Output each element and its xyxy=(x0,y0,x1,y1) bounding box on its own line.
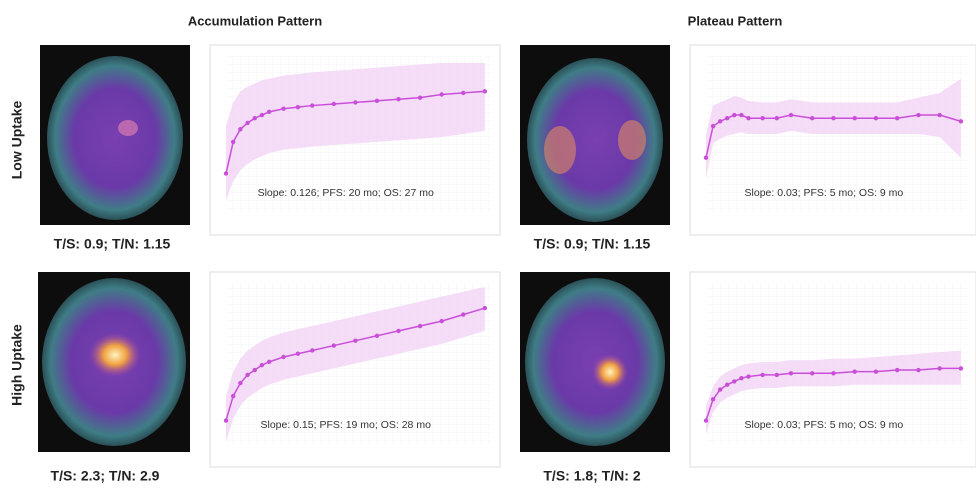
data-point xyxy=(717,119,723,124)
data-point xyxy=(223,171,229,176)
data-point xyxy=(238,127,243,132)
data-point xyxy=(725,382,730,387)
data-point xyxy=(732,379,737,384)
data-point xyxy=(774,372,780,378)
column-header: Accumulation Pattern xyxy=(188,13,322,28)
data-point xyxy=(703,418,709,423)
data-point xyxy=(482,305,488,311)
data-point xyxy=(238,380,243,386)
data-point xyxy=(374,98,380,104)
confidence-band xyxy=(706,78,961,179)
data-point xyxy=(461,312,466,317)
data-point xyxy=(252,116,257,121)
data-point xyxy=(439,92,444,97)
data-point xyxy=(230,139,236,145)
data-point xyxy=(266,359,272,365)
row-label: High Uptake xyxy=(9,324,25,406)
data-point xyxy=(374,333,380,338)
data-point xyxy=(353,100,358,105)
annotation: Slope: 0.03; PFS: 5 mo; OS: 9 mo xyxy=(745,419,904,431)
column-header: Plateau Pattern xyxy=(688,13,783,28)
data-point xyxy=(223,418,229,423)
chart: Slope: 0.03; PFS: 5 mo; OS: 9 mo xyxy=(689,271,976,468)
row-label: Low Uptake xyxy=(9,101,25,180)
data-point xyxy=(852,369,857,374)
image-caption: T/S: 0.9; T/N: 1.15 xyxy=(534,236,651,252)
data-point xyxy=(353,338,358,343)
data-point xyxy=(230,393,236,399)
data-point xyxy=(746,116,751,121)
data-point xyxy=(831,116,836,121)
data-point xyxy=(482,89,488,94)
data-point xyxy=(396,97,401,102)
data-point xyxy=(831,371,836,376)
data-point xyxy=(245,372,250,378)
data-point xyxy=(739,112,744,118)
data-point xyxy=(417,95,423,100)
data-point xyxy=(396,328,401,334)
data-point xyxy=(295,104,301,110)
data-point xyxy=(760,372,765,378)
pet-image xyxy=(38,272,190,452)
image-caption: T/S: 2.3; T/N: 2.9 xyxy=(51,468,160,484)
data-point xyxy=(746,374,751,379)
data-point xyxy=(958,366,964,371)
data-point xyxy=(281,354,286,360)
data-point xyxy=(810,371,815,376)
data-point xyxy=(461,90,466,96)
pet-image xyxy=(40,45,190,225)
data-point xyxy=(894,116,900,121)
data-point xyxy=(310,103,315,108)
data-point xyxy=(788,112,794,118)
data-point xyxy=(252,367,257,373)
data-point xyxy=(259,362,265,368)
data-point xyxy=(710,123,716,129)
data-point xyxy=(281,106,286,111)
chart: Slope: 0.126; PFS: 20 mo; OS: 27 mo xyxy=(209,44,501,236)
data-point xyxy=(259,112,265,118)
chart: Slope: 0.03; PFS: 5 mo; OS: 9 mo xyxy=(689,44,976,236)
data-point xyxy=(331,343,337,348)
data-point xyxy=(725,116,730,121)
data-point xyxy=(310,348,315,353)
image-caption: T/S: 0.9; T/N: 1.15 xyxy=(54,236,171,252)
data-point xyxy=(439,318,444,324)
data-point xyxy=(937,112,942,118)
data-point xyxy=(852,116,857,121)
pet-image xyxy=(520,45,670,225)
data-point xyxy=(774,116,780,121)
data-point xyxy=(958,119,964,124)
data-point xyxy=(739,375,744,381)
data-point xyxy=(937,366,942,371)
data-point xyxy=(894,367,900,373)
data-point xyxy=(788,371,794,376)
image-caption: T/S: 1.8; T/N: 2 xyxy=(543,468,640,484)
data-point xyxy=(717,387,723,392)
data-point xyxy=(417,323,423,329)
data-point xyxy=(810,116,815,121)
annotation: Slope: 0.15; PFS: 19 mo; OS: 28 mo xyxy=(260,419,431,431)
data-point xyxy=(295,351,301,356)
data-point xyxy=(245,120,250,126)
annotation: Slope: 0.03; PFS: 5 mo; OS: 9 mo xyxy=(745,187,904,199)
data-point xyxy=(331,101,337,107)
data-point xyxy=(710,397,716,402)
data-point xyxy=(916,367,921,373)
pet-image xyxy=(520,272,670,452)
chart: Slope: 0.15; PFS: 19 mo; OS: 28 mo xyxy=(209,271,501,468)
data-point xyxy=(732,112,737,118)
data-point xyxy=(873,116,879,121)
annotation: Slope: 0.126; PFS: 20 mo; OS: 27 mo xyxy=(258,187,434,199)
data-point xyxy=(873,369,879,374)
data-point xyxy=(760,116,765,121)
data-point xyxy=(266,109,272,115)
data-point xyxy=(703,155,709,160)
data-point xyxy=(916,112,921,118)
